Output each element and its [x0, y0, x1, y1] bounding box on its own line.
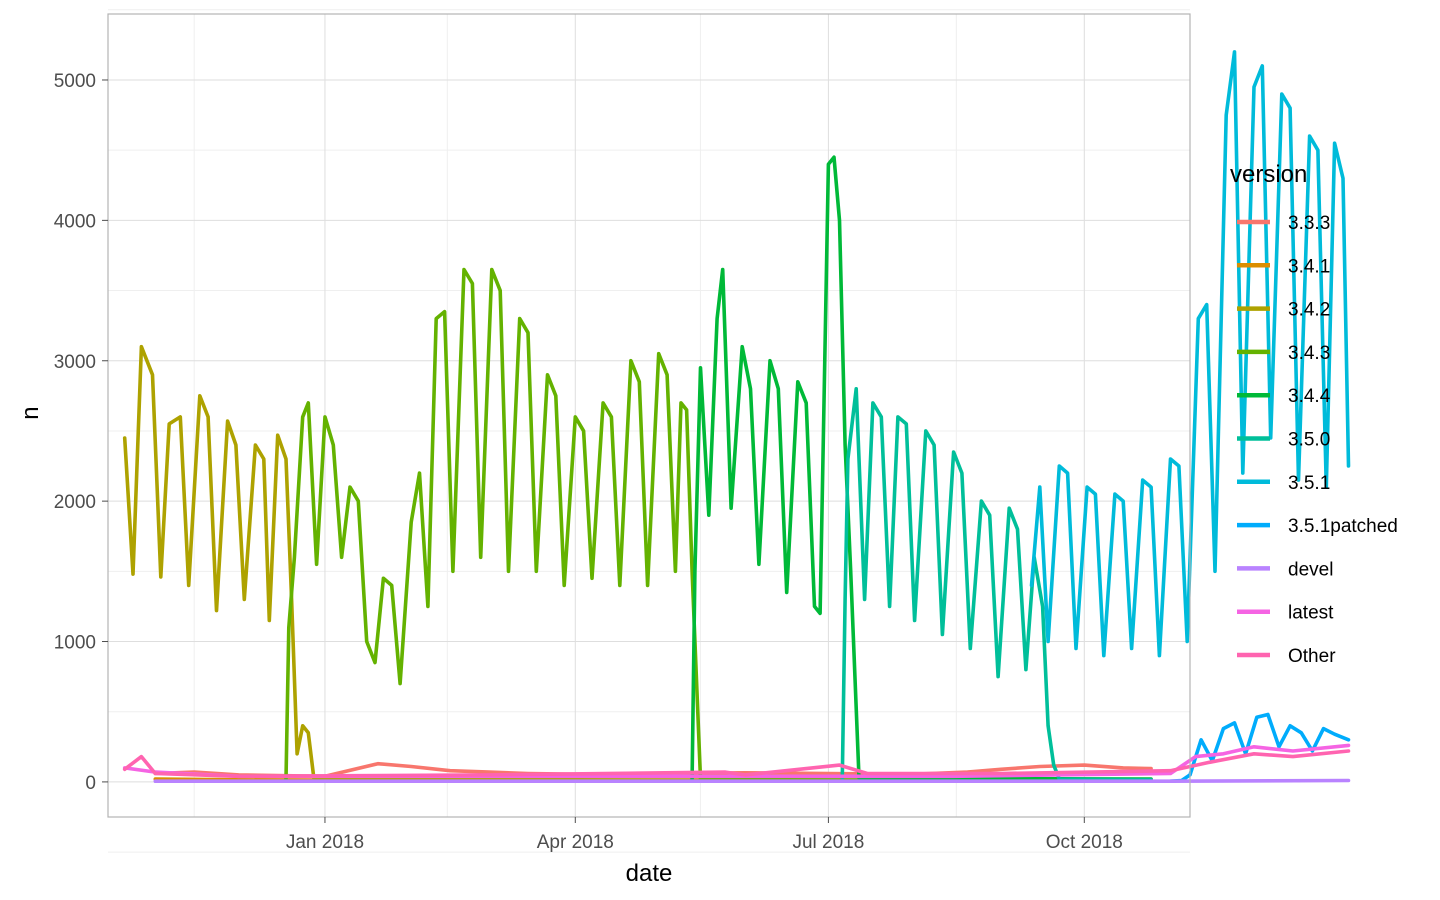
y-tick-label: 1000 [54, 633, 96, 654]
series-line-3-5-0 [840, 386, 1153, 782]
legend-label: 3.4.2 [1288, 300, 1330, 321]
legend-title: version [1230, 161, 1307, 188]
legend-label: 3.5.1 [1288, 473, 1330, 494]
legend-label: 3.3.3 [1288, 213, 1330, 234]
series-line-3-5-1patched [1168, 712, 1351, 784]
legend-label: 3.4.3 [1288, 343, 1330, 364]
series-line-devel [153, 778, 1351, 784]
x-tick-label: Oct 2018 [1046, 832, 1123, 853]
y-tick-label: 3000 [54, 352, 96, 373]
legend-label: 3.4.4 [1288, 386, 1331, 407]
x-axis-title: date [626, 860, 673, 887]
y-axis-ticks: 0 1000 2000 3000 4000 5000 [54, 71, 108, 794]
grid-minor [108, 9, 1190, 853]
y-axis-title: n [17, 406, 44, 419]
y-tick-label: 2000 [54, 492, 96, 513]
legend: 3.3.3 3.4.1 3.4.2 3.4.3 3.4.4 3.5.0 3.5.1 3.5.1… [1237, 213, 1398, 667]
series-layer [122, 50, 1351, 784]
series-line-3-4-4 [690, 155, 1153, 781]
y-tick-label: 5000 [54, 71, 96, 92]
x-tick-label: Jul 2018 [792, 832, 864, 853]
x-tick-label: Jan 2018 [286, 832, 364, 853]
plot-panel [108, 14, 1190, 817]
series-line-3-4-3 [284, 267, 1153, 783]
legend-label: 3.5.0 [1288, 430, 1330, 451]
series-line-3-4-2 [122, 344, 1153, 783]
series-line-3-5-1 [1029, 50, 1351, 658]
series-line-other [122, 749, 1351, 779]
y-tick-label: 0 [85, 773, 96, 794]
legend-label: Other [1288, 646, 1336, 667]
legend-label: devel [1288, 559, 1333, 580]
plot-border [107, 13, 1191, 818]
legend-label: 3.4.1 [1288, 256, 1330, 277]
legend-label: 3.5.1patched [1288, 516, 1398, 537]
x-axis-ticks: Jan 2018 Apr 2018 Jul 2018 Oct 2018 [286, 817, 1123, 853]
y-tick-label: 4000 [54, 211, 96, 232]
x-tick-label: Apr 2018 [537, 832, 614, 853]
legend-label: latest [1288, 603, 1334, 624]
